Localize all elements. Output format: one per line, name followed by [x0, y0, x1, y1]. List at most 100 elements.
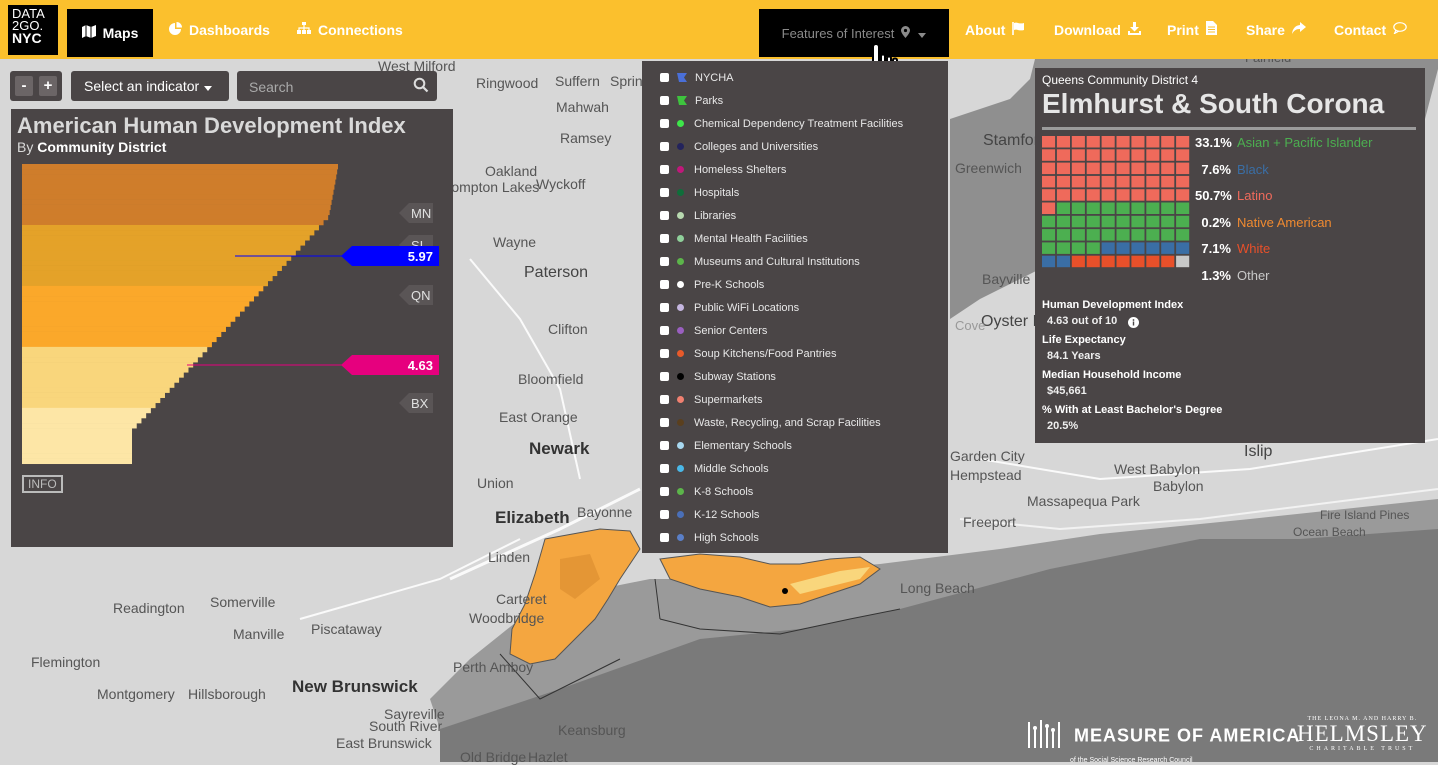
feature-option[interactable]: Museums and Cultural Institutions	[642, 250, 860, 273]
feature-option[interactable]: Homeless Shelters	[642, 158, 786, 181]
zoom-out-button[interactable]: -	[15, 76, 33, 96]
feature-option[interactable]: Parks	[642, 89, 723, 112]
nav-print[interactable]: Print	[1167, 0, 1217, 59]
indicator-select[interactable]: Select an indicator	[71, 71, 229, 101]
feature-option[interactable]: K-12 Schools	[642, 503, 759, 526]
borough-label-mn[interactable]: MN	[399, 203, 433, 223]
feature-checkbox[interactable]	[660, 234, 669, 243]
hdi-value-marker[interactable]: 4.63	[187, 355, 439, 375]
feature-checkbox[interactable]	[660, 418, 669, 427]
hdi-bar[interactable]	[22, 179, 336, 185]
hdi-bar[interactable]	[22, 169, 338, 175]
feature-option[interactable]: NYCHA	[642, 66, 734, 89]
hdi-bar[interactable]	[22, 199, 332, 205]
hdi-bar[interactable]	[22, 341, 212, 348]
info-circle-icon[interactable]	[1128, 315, 1139, 333]
hdi-bar[interactable]	[22, 285, 264, 292]
feature-option[interactable]: Soup Kitchens/Food Pantries	[642, 342, 836, 365]
hdi-bar[interactable]	[22, 245, 301, 251]
hdi-bar[interactable]	[22, 387, 170, 393]
feature-checkbox[interactable]	[660, 73, 669, 82]
measure-of-america-logo[interactable]: MEASURE OF AMERICA of the Social Science…	[1026, 716, 1300, 764]
feature-checkbox[interactable]	[660, 326, 669, 335]
hdi-bar[interactable]	[22, 346, 208, 353]
search-icon[interactable]	[413, 77, 429, 98]
feature-option[interactable]: Mental Health Facilities	[642, 227, 808, 250]
hdi-bar[interactable]	[22, 235, 310, 241]
hdi-bar[interactable]	[22, 453, 132, 459]
feature-checkbox[interactable]	[660, 188, 669, 197]
hdi-bar[interactable]	[22, 351, 203, 358]
nav-download[interactable]: Download	[1054, 0, 1141, 59]
hdi-bar[interactable]	[22, 291, 259, 297]
feature-option[interactable]: Middle Schools	[642, 457, 769, 480]
nav-maps[interactable]: Maps	[67, 9, 153, 57]
hdi-bar[interactable]	[22, 194, 333, 200]
hdi-bar[interactable]	[22, 458, 132, 465]
nav-features-of-interest[interactable]: Features of Interest	[759, 9, 949, 57]
feature-checkbox[interactable]	[660, 487, 669, 496]
hdi-value-marker[interactable]: 5.97	[235, 246, 439, 266]
hdi-bar[interactable]	[22, 382, 175, 388]
hdi-bar[interactable]	[22, 275, 273, 282]
hdi-bar[interactable]	[22, 423, 137, 429]
feature-checkbox[interactable]	[660, 349, 669, 358]
hdi-bar[interactable]	[22, 443, 132, 449]
hdi-bar[interactable]	[22, 240, 306, 246]
feature-option[interactable]: Libraries	[642, 204, 736, 227]
feature-checkbox[interactable]	[660, 372, 669, 381]
hdi-bar[interactable]	[22, 164, 338, 170]
hdi-bar[interactable]	[22, 230, 315, 236]
hdi-bar[interactable]	[22, 224, 319, 231]
feature-option[interactable]: Subway Stations	[642, 365, 776, 388]
feature-checkbox[interactable]	[660, 96, 669, 105]
feature-option[interactable]: Colleges and Universities	[642, 135, 818, 158]
hdi-bar[interactable]	[22, 392, 165, 398]
feature-checkbox[interactable]	[660, 441, 669, 450]
hdi-bar[interactable]	[22, 331, 222, 338]
feature-option[interactable]: Senior Centers	[642, 319, 767, 342]
feature-checkbox[interactable]	[660, 395, 669, 404]
nav-share[interactable]: Share	[1246, 0, 1306, 59]
feature-checkbox[interactable]	[660, 165, 669, 174]
zoom-in-button[interactable]: +	[39, 76, 57, 96]
hdi-bar[interactable]	[22, 326, 226, 332]
hdi-bar[interactable]	[22, 174, 337, 180]
hdi-bar[interactable]	[22, 296, 254, 302]
borough-label-qn[interactable]: QN	[399, 285, 433, 305]
borough-label-bx[interactable]: BX	[399, 393, 433, 413]
feature-checkbox[interactable]	[660, 257, 669, 266]
hdi-bar[interactable]	[22, 204, 331, 211]
feature-option[interactable]: Public WiFi Locations	[642, 296, 799, 319]
data2go-logo[interactable]: DATA 2GO. NYC	[8, 5, 58, 55]
feature-option[interactable]: K-8 Schools	[642, 480, 753, 503]
hdi-bar[interactable]	[22, 250, 296, 256]
hdi-bar[interactable]	[22, 311, 240, 317]
hdi-bar[interactable]	[22, 407, 151, 414]
hdi-bar[interactable]	[22, 372, 184, 378]
hdi-bar[interactable]	[22, 301, 250, 307]
feature-checkbox[interactable]	[660, 464, 669, 473]
hdi-bar[interactable]	[22, 433, 132, 439]
nav-contact[interactable]: Contact	[1334, 0, 1407, 59]
info-button[interactable]: INFO	[22, 475, 63, 493]
feature-checkbox[interactable]	[660, 303, 669, 312]
feature-checkbox[interactable]	[660, 280, 669, 289]
feature-checkbox[interactable]	[660, 119, 669, 128]
hdi-bar[interactable]	[22, 357, 198, 363]
hdi-bar[interactable]	[22, 316, 236, 322]
hdi-bar[interactable]	[22, 260, 287, 266]
hdi-bar[interactable]	[22, 367, 189, 373]
hdi-bar[interactable]	[22, 336, 217, 343]
hdi-bar[interactable]	[22, 280, 268, 287]
hdi-bar[interactable]	[22, 255, 292, 261]
hdi-bar[interactable]	[22, 209, 330, 216]
feature-option[interactable]: High Schools	[642, 526, 759, 549]
search-input[interactable]	[237, 71, 421, 103]
hdi-bar[interactable]	[22, 412, 147, 419]
hdi-bar[interactable]	[22, 428, 133, 434]
feature-option[interactable]: Hospitals	[642, 181, 739, 204]
hdi-bar[interactable]	[22, 402, 156, 409]
hdi-bar[interactable]	[22, 397, 161, 404]
helmsley-logo[interactable]: THE LEONA M. AND HARRY B. HELMSLEY CHARI…	[1297, 716, 1428, 752]
